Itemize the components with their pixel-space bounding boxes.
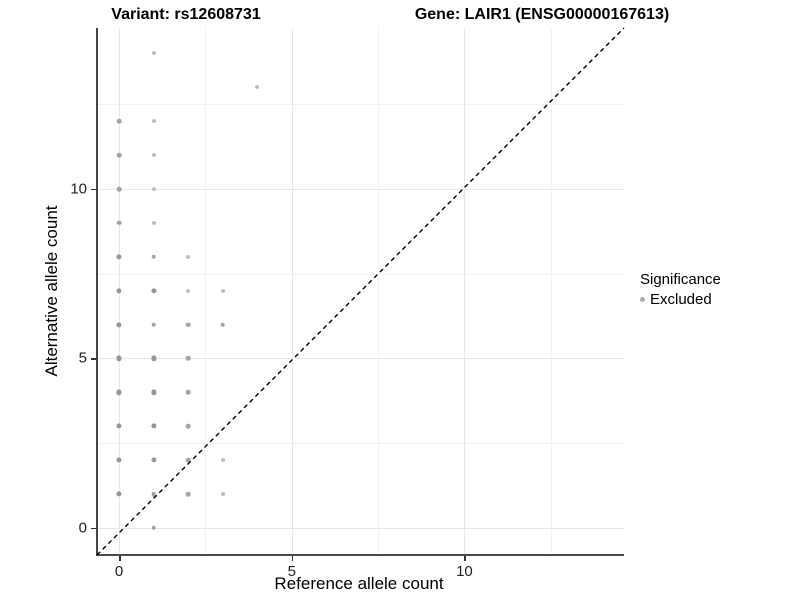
data-point — [185, 491, 191, 497]
data-point — [151, 457, 157, 463]
data-point — [116, 457, 122, 463]
data-point — [151, 322, 156, 327]
data-point — [185, 390, 191, 395]
data-point — [151, 491, 156, 497]
excluded-point-icon — [640, 297, 645, 302]
data-point — [151, 186, 156, 191]
data-point — [151, 525, 156, 531]
data-point — [116, 254, 122, 260]
data-point — [151, 119, 156, 124]
data-point — [151, 423, 157, 429]
gene-title: Gene: LAIR1 (ENSG00000167613) — [414, 6, 670, 23]
data-point — [116, 355, 122, 362]
data-point — [220, 492, 225, 496]
data-point — [116, 321, 122, 328]
data-point — [116, 118, 122, 124]
data-point — [186, 288, 191, 293]
x-tick-label: 5 — [287, 563, 296, 580]
y-minor-gridline — [98, 273, 624, 275]
y-major-gridline — [98, 527, 624, 529]
data-point — [255, 85, 260, 90]
data-point — [116, 389, 122, 395]
y-minor-gridline — [98, 443, 624, 445]
x-minor-gridline — [550, 28, 552, 554]
data-point — [220, 458, 225, 463]
data-point — [151, 254, 156, 260]
y-tick-mark — [91, 188, 96, 191]
x-major-gridline — [291, 28, 293, 554]
legend-item-excluded: Excluded — [640, 291, 721, 308]
y-major-gridline — [98, 358, 624, 360]
y-tick-mark — [91, 527, 96, 530]
plot-panel — [96, 28, 624, 556]
data-point — [220, 322, 225, 327]
x-tick-label: 10 — [456, 563, 473, 580]
data-point — [151, 389, 157, 395]
x-tick-mark — [291, 556, 294, 561]
data-point — [116, 186, 122, 192]
y-axis-title: Alternative allele count — [42, 205, 61, 377]
data-point — [185, 457, 191, 463]
x-minor-gridline — [205, 28, 207, 554]
data-point — [151, 51, 156, 56]
data-point — [151, 288, 157, 294]
legend-title: Significance — [640, 271, 721, 288]
x-tick-mark — [464, 556, 466, 561]
data-point — [116, 491, 122, 497]
data-point — [151, 220, 156, 225]
x-major-gridline — [464, 28, 466, 554]
data-point — [151, 153, 156, 158]
data-point — [116, 423, 122, 429]
y-tick-label: 5 — [78, 349, 87, 367]
x-axis-title: Reference allele count — [274, 574, 444, 593]
variant-title: Variant: rs12608731 — [111, 6, 261, 23]
legend: Significance Excluded — [640, 271, 721, 308]
data-point — [185, 356, 191, 361]
y-tick-label: 0 — [78, 519, 87, 537]
x-minor-gridline — [378, 28, 380, 554]
data-point — [186, 254, 191, 259]
data-point — [151, 355, 157, 362]
data-point — [116, 220, 122, 226]
y-tick-mark — [91, 358, 96, 360]
y-tick-label: 10 — [70, 180, 87, 198]
legend-item-label: Excluded — [650, 291, 712, 308]
data-point — [116, 152, 122, 158]
x-tick-label: 0 — [114, 563, 124, 580]
x-tick-mark — [119, 556, 121, 561]
data-point — [185, 423, 191, 429]
data-point — [185, 322, 191, 327]
data-point — [116, 288, 122, 294]
data-point — [220, 288, 225, 293]
y-major-gridline — [98, 188, 624, 190]
y-minor-gridline — [98, 104, 624, 106]
